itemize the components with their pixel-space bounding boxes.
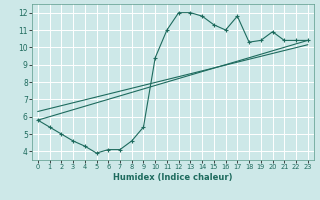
X-axis label: Humidex (Indice chaleur): Humidex (Indice chaleur) (113, 173, 233, 182)
